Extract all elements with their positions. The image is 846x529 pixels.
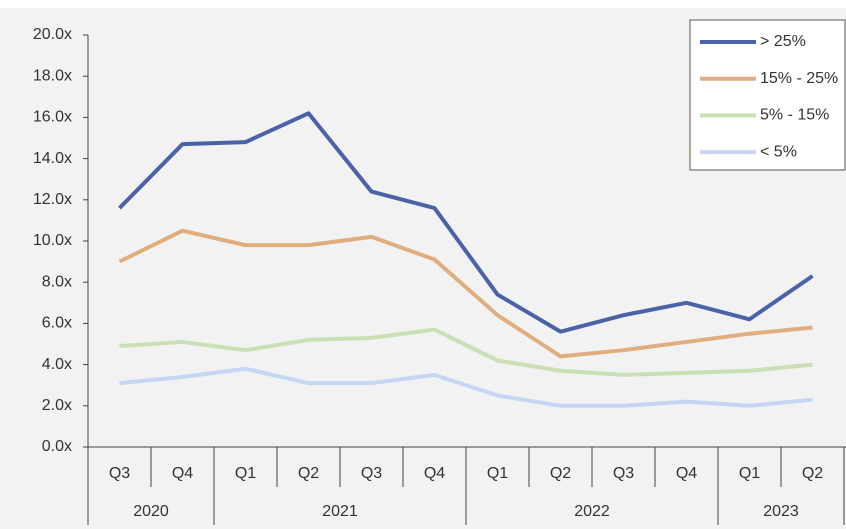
y-tick-label: 2.0x	[42, 397, 72, 414]
y-tick-label: 12.0x	[33, 191, 72, 208]
y-tick-label: 18.0x	[33, 67, 72, 84]
x-tick-label: Q1	[235, 465, 256, 482]
x-tick-label: Q3	[361, 465, 382, 482]
legend-box	[689, 19, 846, 171]
y-tick-label: 10.0x	[33, 232, 72, 249]
legend-label: 5% - 15%	[760, 107, 829, 124]
group-label: 2023	[763, 503, 799, 520]
series-line	[119, 327, 813, 377]
y-tick-label: 16.0x	[33, 109, 72, 126]
group-label: 2020	[133, 503, 169, 520]
legend-label: > 25%	[760, 33, 806, 50]
x-tick-label: Q2	[298, 465, 319, 482]
y-tick-label: 14.0x	[33, 150, 72, 167]
x-tick-label: Q4	[424, 465, 445, 482]
x-tick-label: Q3	[613, 465, 634, 482]
legend-label: 15% - 25%	[760, 70, 838, 87]
x-tick-label: Q4	[172, 465, 193, 482]
series-line	[118, 111, 814, 334]
series-line	[118, 228, 813, 359]
y-tick-label: 6.0x	[42, 315, 72, 332]
y-tick-label: 8.0x	[42, 273, 72, 290]
group-label: 2022	[574, 503, 610, 520]
x-tick-label: Q1	[739, 465, 760, 482]
x-tick-label: Q2	[802, 465, 823, 482]
x-tick-label: Q1	[487, 465, 508, 482]
x-tick-label: Q3	[109, 465, 130, 482]
series-line	[119, 366, 813, 408]
group-label: 2021	[322, 503, 358, 520]
x-tick-label: Q2	[550, 465, 571, 482]
legend-label: < 5%	[760, 143, 797, 160]
y-tick-label: 4.0x	[42, 356, 72, 373]
y-tick-label: 20.0x	[33, 26, 72, 43]
x-tick-label: Q4	[676, 465, 697, 482]
y-tick-label: 0.0x	[42, 438, 72, 455]
